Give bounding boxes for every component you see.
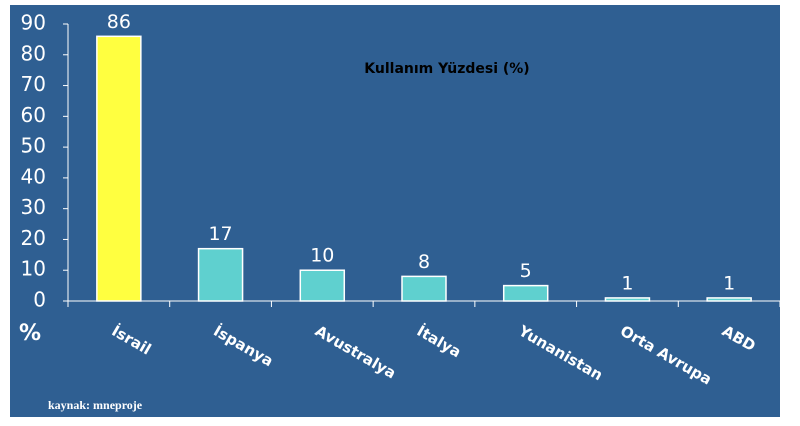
y-tick-label: 0 bbox=[33, 288, 46, 312]
bar bbox=[197, 247, 244, 302]
y-tick-label: 60 bbox=[21, 103, 46, 127]
y-axis-label: % bbox=[19, 321, 41, 346]
value-label: 8 bbox=[418, 251, 430, 273]
y-tick-label: 10 bbox=[21, 257, 46, 281]
bar bbox=[706, 297, 752, 302]
value-label: 1 bbox=[723, 272, 735, 294]
source-note: kaynak: mneproje bbox=[48, 398, 143, 412]
y-tick-label: 40 bbox=[21, 164, 46, 188]
bar bbox=[96, 35, 142, 302]
bar bbox=[604, 297, 651, 302]
y-tick-label: 20 bbox=[21, 226, 46, 250]
chart-title: Kullanım Yüzdesi (%) bbox=[364, 61, 529, 77]
value-label: 10 bbox=[310, 245, 334, 267]
value-label: 5 bbox=[520, 260, 532, 282]
y-tick-label: 50 bbox=[21, 134, 46, 158]
y-tick-label: 30 bbox=[21, 195, 46, 219]
bar bbox=[299, 269, 346, 302]
y-tick-label: 90 bbox=[21, 11, 46, 35]
value-label: 1 bbox=[621, 272, 633, 294]
y-tick-label: 70 bbox=[21, 72, 46, 96]
bar bbox=[502, 284, 549, 302]
value-label: 86 bbox=[107, 11, 131, 33]
bar bbox=[401, 275, 447, 302]
y-tick-label: 80 bbox=[21, 41, 46, 65]
value-label: 17 bbox=[208, 223, 232, 245]
